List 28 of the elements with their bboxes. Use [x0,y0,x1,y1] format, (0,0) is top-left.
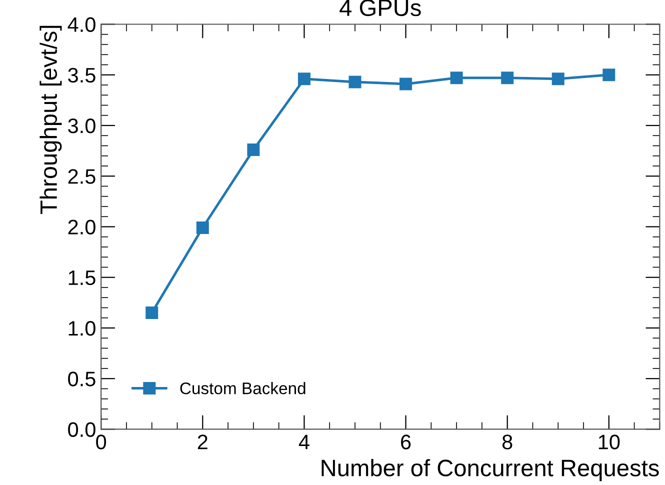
x-tick-label: 2 [198,434,208,450]
x-tick-label: 0 [96,434,106,450]
y-tick-label: 2.5 [68,169,96,184]
y-tick-label: 1.0 [68,320,96,336]
x-tick-label: 8 [502,434,512,450]
x-tick-label: 10 [598,434,620,450]
point [146,306,158,320]
point [602,68,616,82]
point [501,72,514,84]
y-tick-label: 2.0 [68,220,96,234]
point [196,222,209,234]
point [552,72,564,86]
point [247,144,260,156]
y-tick-label: 0.5 [68,372,96,386]
y-tick-label: 0.0 [68,422,96,437]
x-tick-label: 6 [401,434,411,450]
x-axis-title: Number of Concurrent Requests [322,459,659,482]
y-tick-label: 1.5 [68,270,96,286]
point [450,72,463,84]
legend-label: Custom Backend [180,382,306,394]
point [298,72,310,86]
point [400,78,412,90]
point [348,76,362,88]
x-tick-label: 4 [298,434,310,450]
y-axis-title: Throughput [evt/s] [40,26,62,214]
y-tick-label: 3.5 [68,68,96,83]
y-tick-label: 3.0 [68,118,96,134]
y-tick-label: 4.0 [68,17,96,32]
